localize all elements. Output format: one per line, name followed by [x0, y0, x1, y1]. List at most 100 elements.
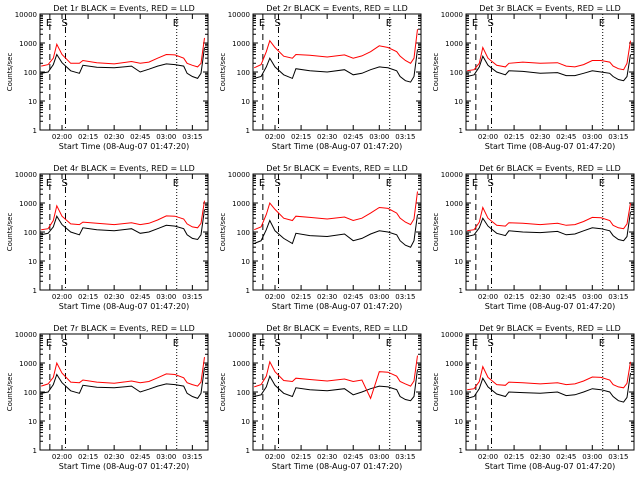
- x-tick-label: 02:45: [343, 133, 363, 141]
- x-tick-label: 02:15: [291, 293, 311, 301]
- y-tick-label: 10000: [15, 331, 37, 339]
- y-tick-label: 1: [246, 447, 250, 455]
- x-axis-label: Start Time (08-Aug-07 01:47:20): [485, 142, 616, 151]
- x-tick-label: 03:15: [608, 293, 628, 301]
- marker-label: S: [487, 338, 493, 349]
- events-series: [467, 373, 631, 403]
- x-tick-label: 02:45: [556, 293, 576, 301]
- lld-series: [254, 355, 418, 400]
- x-tick-label: 03:15: [608, 133, 628, 141]
- y-tick-label: 10: [241, 258, 250, 266]
- y-tick-label: 10: [28, 98, 37, 106]
- marker-label: E: [599, 18, 605, 29]
- events-series: [41, 367, 205, 400]
- y-tick-label: 1000: [19, 360, 37, 368]
- panel-title: Det 3r BLACK = Events, RED = LLD: [479, 4, 621, 13]
- lld-series: [41, 200, 205, 231]
- x-tick-label: 03:15: [182, 453, 202, 461]
- x-tick-label: 02:15: [78, 453, 98, 461]
- y-tick-label: 10000: [228, 11, 250, 19]
- x-tick-label: 03:00: [369, 133, 389, 141]
- y-tick-label: 1000: [445, 200, 463, 208]
- y-tick-label: 100: [237, 229, 250, 237]
- marker-label: S: [61, 18, 67, 29]
- y-tick-label: 10: [28, 418, 37, 426]
- y-tick-label: 10000: [441, 11, 463, 19]
- marker-label: E: [386, 338, 392, 349]
- x-axis-label: Start Time (08-Aug-07 01:47:20): [59, 462, 190, 471]
- events-series: [467, 54, 631, 82]
- x-tick-label: 03:00: [582, 453, 602, 461]
- y-tick-label: 10000: [228, 331, 250, 339]
- x-tick-label: 03:00: [369, 453, 389, 461]
- y-tick-label: 1000: [232, 40, 250, 48]
- x-tick-label: 03:00: [156, 133, 176, 141]
- marker-label: E: [472, 178, 478, 189]
- x-tick-label: 02:30: [317, 293, 337, 301]
- marker-label: E: [173, 338, 179, 349]
- x-tick-label: 03:00: [369, 293, 389, 301]
- lld-series: [41, 37, 205, 68]
- panel-title: Det 5r BLACK = Events, RED = LLD: [266, 164, 408, 173]
- x-tick-label: 02:30: [530, 453, 550, 461]
- y-axis-label: Counts/sec: [219, 213, 227, 252]
- panel-1: 1 10 100 1000 10000 02:00 02:15 02:30 02:45 03:00…: [6, 4, 209, 151]
- y-axis-label: Counts/sec: [219, 53, 227, 92]
- x-axis-label: Start Time (08-Aug-07 01:47:20): [59, 302, 190, 311]
- x-tick-label: 02:45: [343, 293, 363, 301]
- y-tick-label: 1000: [445, 40, 463, 48]
- x-tick-label: 03:15: [608, 453, 628, 461]
- x-tick-label: 02:15: [78, 133, 98, 141]
- y-tick-label: 100: [24, 229, 37, 237]
- panel-7: 1 10 100 1000 10000 02:00 02:15 02:30 02:45 03:00…: [6, 324, 209, 471]
- marker-label: E: [46, 338, 52, 349]
- panel-5: 1 10 100 1000 10000 02:00 02:15 02:30 02:45 03:00…: [219, 164, 422, 311]
- marker-label: E: [259, 338, 265, 349]
- x-tick-label: 02:15: [504, 133, 524, 141]
- panel-title: Det 2r BLACK = Events, RED = LLD: [266, 4, 408, 13]
- panel-6: 1 10 100 1000 10000 02:00 02:15 02:30 02:45 03:00…: [432, 164, 635, 311]
- x-tick-label: 02:00: [265, 453, 285, 461]
- events-series: [254, 369, 418, 402]
- y-axis-label: Counts/sec: [432, 213, 440, 252]
- y-tick-label: 1: [459, 287, 463, 295]
- marker-label: E: [46, 178, 52, 189]
- lld-series: [41, 357, 205, 387]
- x-tick-label: 02:30: [530, 293, 550, 301]
- events-series: [254, 49, 418, 83]
- marker-label: S: [274, 18, 280, 29]
- panel-title: Det 4r BLACK = Events, RED = LLD: [53, 164, 195, 173]
- y-tick-label: 10: [454, 418, 463, 426]
- x-tick-label: 02:30: [317, 453, 337, 461]
- panel-3: 1 10 100 1000 10000 02:00 02:15 02:30 02:45 03:00…: [432, 4, 635, 151]
- y-axis-label: Counts/sec: [6, 373, 14, 412]
- marker-label: E: [173, 18, 179, 29]
- x-tick-label: 02:45: [343, 453, 363, 461]
- x-tick-label: 03:15: [182, 133, 202, 141]
- x-tick-label: 02:30: [317, 133, 337, 141]
- marker-label: S: [61, 338, 67, 349]
- y-tick-label: 1: [33, 287, 37, 295]
- lld-series: [467, 40, 631, 72]
- lld-series: [254, 191, 418, 231]
- y-tick-label: 10000: [441, 331, 463, 339]
- x-tick-label: 02:15: [504, 293, 524, 301]
- y-axis-label: Counts/sec: [219, 373, 227, 412]
- y-tick-label: 1: [246, 127, 250, 135]
- x-tick-label: 02:45: [130, 453, 150, 461]
- x-tick-label: 02:15: [291, 453, 311, 461]
- x-tick-label: 02:30: [104, 133, 124, 141]
- x-tick-label: 02:45: [556, 453, 576, 461]
- panel-2: 1 10 100 1000 10000 02:00 02:15 02:30 02:45 03:00…: [219, 4, 422, 151]
- marker-label: E: [599, 338, 605, 349]
- marker-label: E: [46, 18, 52, 29]
- events-series: [41, 209, 205, 241]
- panel-title: Det 7r BLACK = Events, RED = LLD: [53, 324, 195, 333]
- marker-label: S: [487, 18, 493, 29]
- y-tick-label: 1: [33, 127, 37, 135]
- y-tick-label: 1: [459, 127, 463, 135]
- x-tick-label: 03:00: [156, 293, 176, 301]
- marker-label: E: [472, 18, 478, 29]
- marker-label: E: [259, 178, 265, 189]
- y-tick-label: 100: [450, 229, 463, 237]
